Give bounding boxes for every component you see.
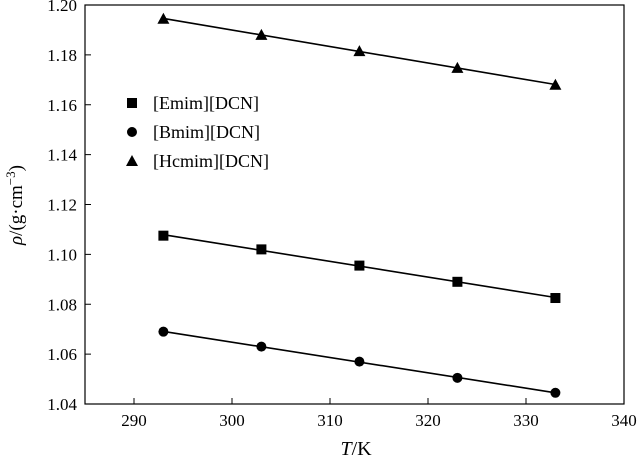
y-axis-label-close: ): [6, 165, 27, 171]
y-tick-label: 1.14: [47, 146, 77, 165]
data-point-circle: [550, 387, 561, 398]
x-axis-label: T/K: [340, 438, 372, 460]
data-point-triangle: [353, 45, 366, 57]
legend-label: [Bmim][DCN]: [153, 122, 260, 142]
legend-label: [Hcmim][DCN]: [153, 151, 269, 171]
y-axis: 1.04 1.06 1.08 1.10 1.12 1.14 1.16 1.18 1.20: [47, 0, 91, 414]
x-tick-label: 310: [317, 411, 343, 430]
y-tick-label: 1.06: [47, 345, 77, 364]
y-tick-label: 1.04: [47, 395, 77, 414]
data-point-triangle: [157, 12, 170, 24]
data-point-square: [354, 260, 365, 271]
x-tick-label: 330: [513, 411, 539, 430]
plot-frame: [84, 4, 625, 405]
x-tick-label: 300: [219, 411, 245, 430]
legend-marker-triangle: [126, 155, 138, 166]
legend-marker-circle: [127, 127, 137, 137]
data-point-square: [256, 244, 267, 255]
data-point-circle: [158, 326, 169, 337]
data-point-square: [158, 230, 169, 241]
data-point-triangle: [549, 78, 562, 90]
x-tick-label: 290: [121, 411, 147, 430]
data-point-square: [452, 276, 463, 287]
legend: [Emim][DCN] [Bmim][DCN] [Hcmim][DCN]: [126, 93, 269, 171]
y-tick-label: 1.16: [47, 96, 77, 115]
y-tick-label: 1.12: [47, 196, 77, 215]
y-tick-label: 1.18: [47, 46, 77, 65]
y-axis-label-exponent: −3: [3, 171, 18, 185]
y-axis-label-unit: /(g·cm: [6, 185, 27, 236]
data-point-circle: [256, 341, 267, 352]
legend-marker-square: [127, 98, 137, 108]
data-point-circle: [452, 372, 463, 383]
x-axis: 290 300 310 320 330 340: [121, 398, 637, 430]
y-axis-label-var: ρ: [6, 236, 27, 246]
data-point-triangle: [255, 28, 268, 40]
y-axis-label: ρ/(g·cm−3): [3, 165, 27, 246]
x-axis-label-var: T: [340, 438, 353, 460]
data-point-circle: [354, 356, 365, 367]
legend-label: [Emim][DCN]: [153, 93, 259, 113]
x-axis-label-unit: /K: [352, 438, 373, 460]
y-tick-label: 1.20: [47, 0, 77, 15]
x-tick-label: 340: [611, 411, 637, 430]
data-points: [157, 12, 562, 398]
data-point-square: [550, 293, 561, 304]
y-tick-label: 1.08: [47, 295, 77, 314]
x-tick-label: 320: [415, 411, 441, 430]
data-point-triangle: [451, 61, 464, 73]
fit-lines: [163, 17, 556, 394]
y-tick-label: 1.10: [47, 245, 77, 264]
